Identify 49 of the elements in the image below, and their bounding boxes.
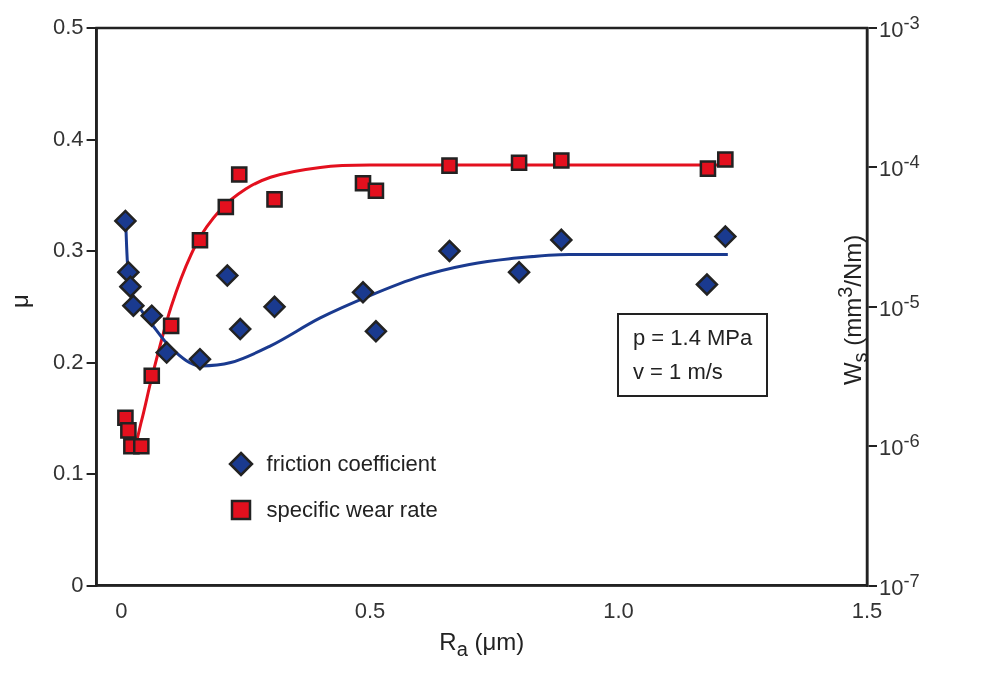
point [263,295,286,319]
y-tick-label: 0.4 [52,125,84,151]
x-axis-title: R$_{a}$ (μm) [438,627,526,661]
point [695,273,719,296]
annotation: p = 1.4 MPa [633,324,753,352]
y-tick-label: 0.5 [52,14,84,40]
x-tick-label: 1.0 [603,597,634,623]
point [143,367,161,385]
point [510,154,528,172]
point [367,182,385,200]
y-tick-label: 0.1 [52,460,84,486]
point [191,231,209,249]
y-tick-label: 0.2 [52,348,84,374]
point [717,151,734,168]
y2-tick-label: 10$^{-6}$ [879,430,920,462]
point [441,157,458,174]
point [162,317,180,335]
point [438,239,461,263]
legend-label: friction coefficient [266,450,437,477]
point [216,264,239,287]
point [155,341,178,364]
point [133,437,150,455]
point [714,225,737,248]
point [228,317,252,341]
y-tick-label: 0.3 [52,237,84,263]
point [351,281,375,304]
point [266,191,283,208]
y2-tick-label: 10$^{-4}$ [879,151,920,183]
y2-tick-label: 10$^{-5}$ [879,290,920,323]
point [122,294,145,317]
y-tick-label: 0 [71,571,84,597]
point [364,320,388,343]
y2-tick-label: 10$^{-3}$ [879,12,920,44]
x-tick-label: 0.5 [354,597,386,623]
point [140,304,164,327]
legend-label: specific wear rate [266,496,438,523]
point [114,209,137,233]
point [550,228,573,252]
y-axis-title: μ [6,292,34,310]
point [230,166,248,183]
point [120,422,137,439]
point [699,160,717,177]
point [217,198,235,216]
point [553,152,570,169]
point [119,275,142,298]
annotation: v = 1 m/s [633,358,724,386]
point [188,347,212,371]
x-tick-label: 0 [115,597,128,623]
point [507,260,531,284]
